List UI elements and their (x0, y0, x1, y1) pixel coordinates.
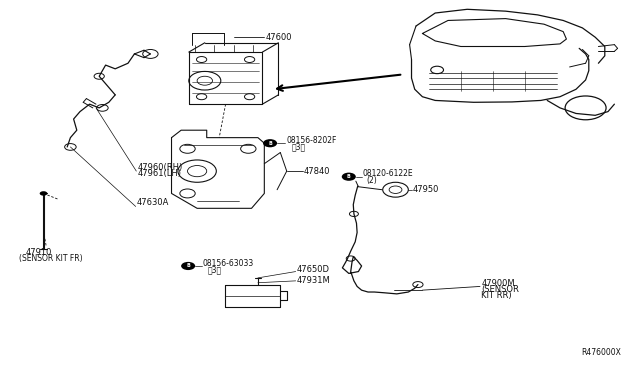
Circle shape (342, 173, 356, 181)
Text: R476000X: R476000X (581, 348, 621, 357)
Text: (2): (2) (367, 176, 378, 185)
Text: 47840: 47840 (304, 167, 330, 176)
Text: 47910: 47910 (26, 248, 52, 257)
Text: 47931M: 47931M (297, 276, 331, 285)
Text: 47600: 47600 (266, 33, 292, 42)
Circle shape (181, 262, 195, 270)
Text: 〈3〉: 〈3〉 (208, 265, 222, 274)
Text: (SENSOR: (SENSOR (481, 285, 519, 294)
Text: 〈3〉: 〈3〉 (291, 142, 305, 151)
Text: 47950: 47950 (413, 185, 439, 194)
Text: KIT RR): KIT RR) (481, 291, 512, 300)
Text: (SENSOR KIT FR): (SENSOR KIT FR) (19, 254, 83, 263)
Text: 08120-6122E: 08120-6122E (363, 169, 413, 178)
Text: B: B (347, 174, 351, 179)
Circle shape (40, 191, 47, 196)
Text: 08156-63033: 08156-63033 (203, 259, 254, 267)
Text: 47900M: 47900M (481, 279, 515, 288)
Circle shape (263, 139, 277, 147)
Text: B: B (186, 263, 190, 269)
Text: 47960(RH): 47960(RH) (138, 163, 183, 172)
Text: 47630A: 47630A (137, 198, 170, 207)
Text: B: B (268, 141, 272, 146)
Text: 08156-8202F: 08156-8202F (286, 136, 337, 145)
Text: 47961(LH): 47961(LH) (138, 169, 182, 178)
Text: 47650D: 47650D (297, 265, 330, 274)
